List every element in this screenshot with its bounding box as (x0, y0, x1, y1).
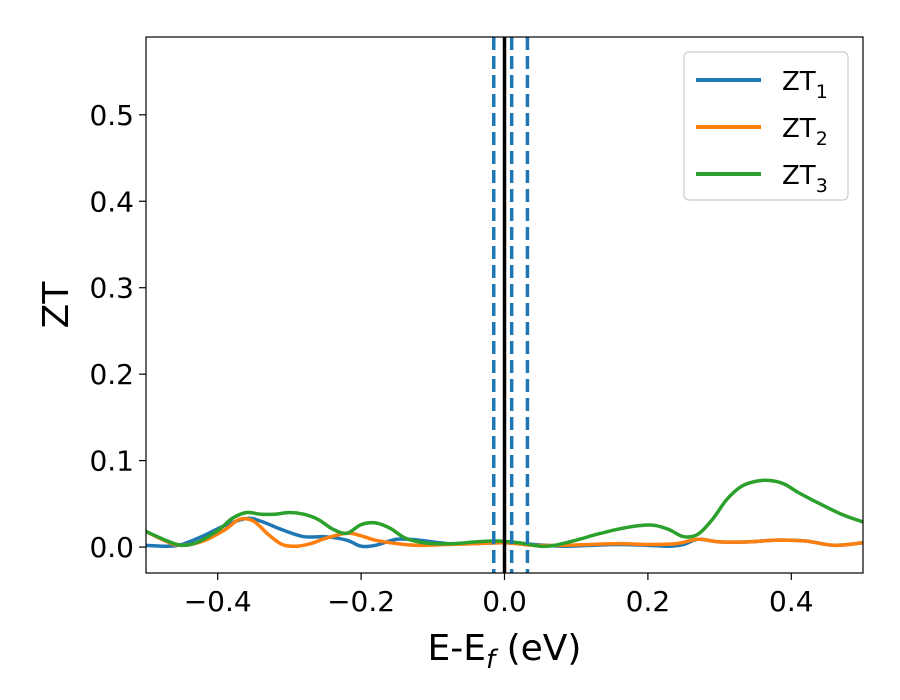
legend-label-zt3: ZT3 (782, 161, 828, 197)
x-tick-label: 0.2 (626, 585, 671, 618)
y-tick-label: 0.5 (89, 99, 134, 132)
legend-label-zt1: ZT1 (782, 67, 828, 103)
x-tick-label: −0.4 (184, 585, 252, 618)
x-axis-label: E-Ef (eV) (428, 628, 582, 675)
x-axis: −0.4 −0.2 0.0 0.2 0.4 (184, 573, 814, 618)
y-axis-label: ZT (36, 281, 77, 329)
y-axis: 0.0 0.1 0.2 0.3 0.4 0.5 (89, 99, 146, 564)
x-axis-label-unit: (eV) (495, 628, 581, 669)
legend-box (683, 51, 849, 201)
legend: ZT1 ZT2 ZT3 (683, 51, 849, 201)
x-tick-label: 0.4 (769, 585, 814, 618)
y-tick-label: 0.2 (89, 358, 134, 391)
x-tick-label: 0.0 (482, 585, 527, 618)
series-line-zt2 (146, 516, 863, 549)
series-line-zt3 (146, 478, 863, 549)
x-axis-label-main: E-E (428, 628, 486, 669)
y-tick-label: 0.1 (89, 445, 134, 478)
y-tick-label: 0.3 (89, 272, 134, 305)
plot-area (146, 37, 863, 573)
legend-label-zt2: ZT2 (782, 114, 828, 150)
y-tick-label: 0.0 (89, 531, 134, 564)
y-tick-label: 0.4 (89, 185, 134, 218)
x-tick-label: −0.2 (327, 585, 395, 618)
